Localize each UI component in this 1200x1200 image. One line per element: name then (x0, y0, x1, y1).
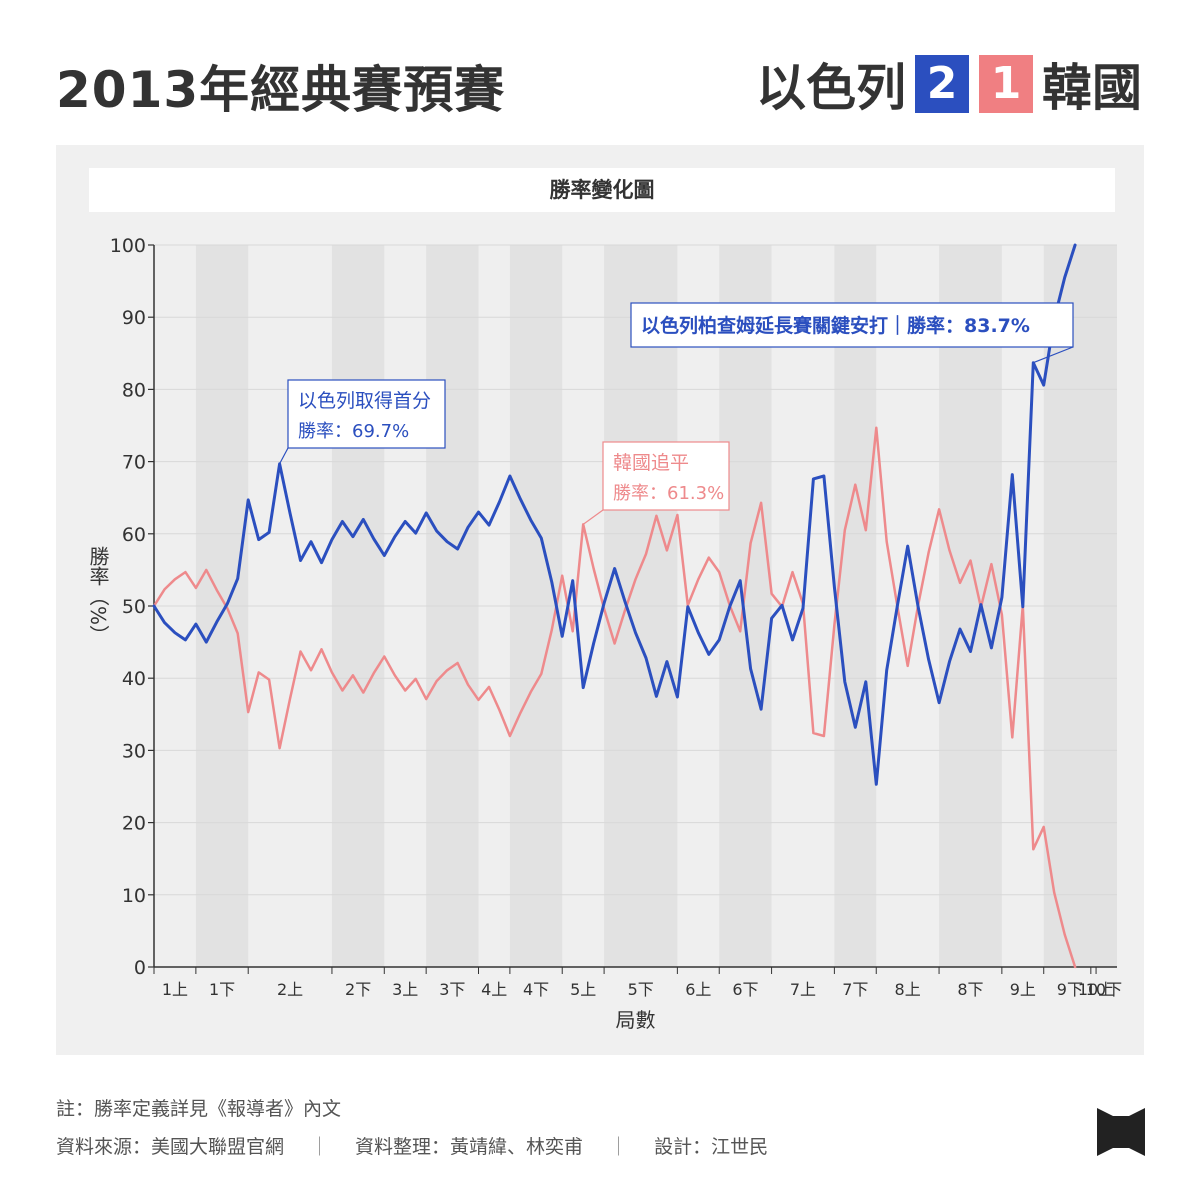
annotation-box (602, 441, 730, 511)
x-tick-label: 8下 (957, 980, 983, 999)
y-tick-label: 100 (110, 235, 146, 257)
y-tick-label: 90 (122, 307, 146, 329)
x-tick-label: 7上 (790, 980, 816, 999)
annotation-box (287, 379, 446, 449)
chart-title: 勝率變化圖 (89, 168, 1115, 212)
x-tick-label: 2上 (277, 980, 303, 999)
score-korea-badge: 1 (979, 55, 1033, 113)
y-tick-label: 70 (122, 452, 146, 474)
x-tick-label: 5下 (628, 980, 654, 999)
annotation-text: 以色列柏查姆延長賽關鍵安打｜勝率：83.7% (641, 314, 1030, 337)
x-tick-label: 1下 (209, 980, 235, 999)
x-tick-label: 4上 (481, 980, 507, 999)
x-tick-label: 4下 (523, 980, 549, 999)
y-tick-label: 80 (122, 379, 146, 401)
page-title: 2013年經典賽預賽 (56, 61, 506, 119)
y-tick-label: 20 (122, 813, 146, 835)
footer-notes: 註：勝率定義詳見《報導者》內文 資料來源：美國大聯盟官網 ｜ 資料整理：黃靖緯、林奕… (56, 1090, 768, 1166)
y-tick-label: 60 (122, 524, 146, 546)
x-tick-label: 5上 (570, 980, 596, 999)
annotation-leader (582, 509, 604, 525)
x-tick-label: 9上 (1010, 980, 1036, 999)
annotation-leader (1033, 346, 1074, 364)
x-tick-label: 2下 (345, 980, 371, 999)
y-tick-label: 0 (134, 957, 146, 979)
y-tick-label: 30 (122, 740, 146, 762)
x-tick-label: 3上 (392, 980, 418, 999)
x-tick-label: 9下 (1057, 980, 1083, 999)
x-tick-label: 1上 (162, 980, 188, 999)
x-tick-label: 10上 (1078, 980, 1114, 999)
annotation-value: 勝率：69.7% (298, 421, 409, 442)
annotation-text: 韓國追平 (613, 452, 689, 474)
y-tick-label: 10 (122, 885, 146, 907)
annotation-value: 勝率：61.3% (613, 483, 724, 504)
footer-separator: ｜ (609, 1136, 629, 1158)
y-axis-title: 勝率（%） (86, 546, 110, 645)
footer-separator: ｜ (310, 1136, 330, 1158)
series-line-israel (152, 243, 1077, 786)
x-tick-label: 7下 (842, 980, 868, 999)
footer-note: 註：勝率定義詳見《報導者》內文 (56, 1098, 342, 1120)
chart-panel: 勝率變化圖 0 10 20 30 40 50 60 70 80 90 100 1上 1下 2上 2下 3上 3下… (56, 145, 1144, 1055)
x-tick-label: 6上 (685, 980, 711, 999)
team-israel-label: 以色列 (756, 59, 906, 117)
team-korea-label: 韓國 (1042, 59, 1142, 117)
scoreboard: 以色列 2 1 韓國 (756, 48, 1142, 120)
annotation-text: 以色列取得首分 (298, 390, 431, 412)
x-tick-label: 10下 (1086, 980, 1122, 999)
x-tick-label: 8上 (895, 980, 921, 999)
x-tick-label: 3下 (439, 980, 465, 999)
footer-source: 資料來源：美國大聯盟官網 (56, 1136, 285, 1158)
score-israel-badge: 2 (915, 55, 969, 113)
win-probability-chart: 0 10 20 30 40 50 60 70 80 90 100 1上 1下 2上 2下 3上 3下 4上 4下 5上… (86, 235, 1122, 1032)
y-tick-label: 50 (122, 596, 146, 618)
series-line-korea (152, 426, 1077, 969)
footer-design: 設計：江世民 (654, 1136, 769, 1158)
annotation-leader (279, 447, 289, 465)
annotation-box (630, 302, 1074, 348)
y-tick-label: 40 (122, 668, 146, 690)
x-tick-label: 6下 (732, 980, 758, 999)
publisher-logo-icon (1097, 1108, 1145, 1156)
x-axis-title: 局數 (616, 1008, 656, 1032)
footer-compiled: 資料整理：黃靖緯、林奕甫 (355, 1136, 584, 1158)
